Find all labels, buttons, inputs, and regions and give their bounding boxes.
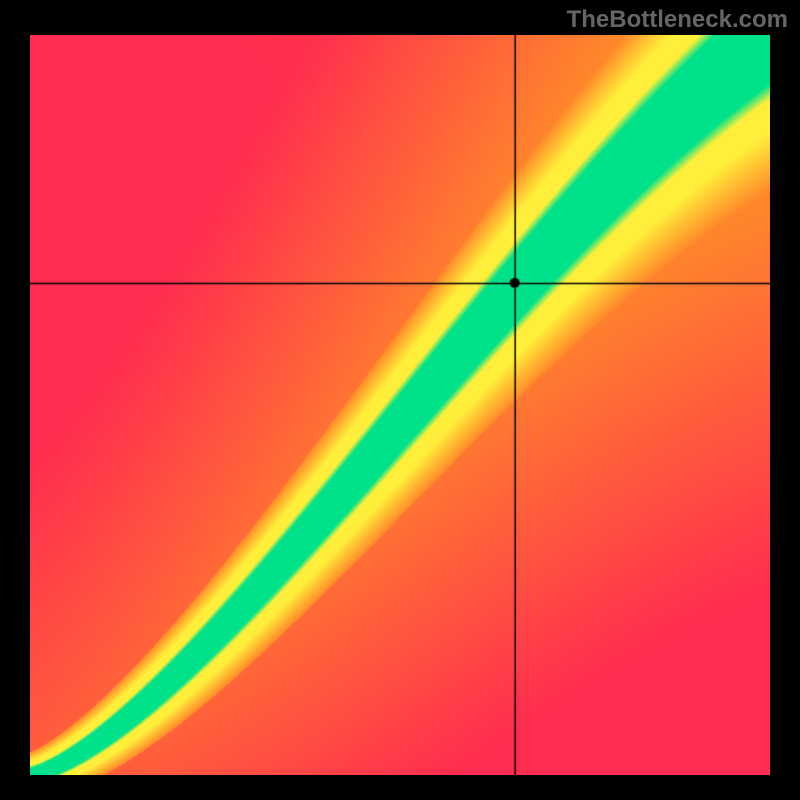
plot-area bbox=[30, 35, 770, 775]
watermark-text: TheBottleneck.com bbox=[567, 6, 788, 34]
bottleneck-heatmap bbox=[30, 35, 770, 775]
chart-container: TheBottleneck.com bbox=[0, 0, 800, 800]
